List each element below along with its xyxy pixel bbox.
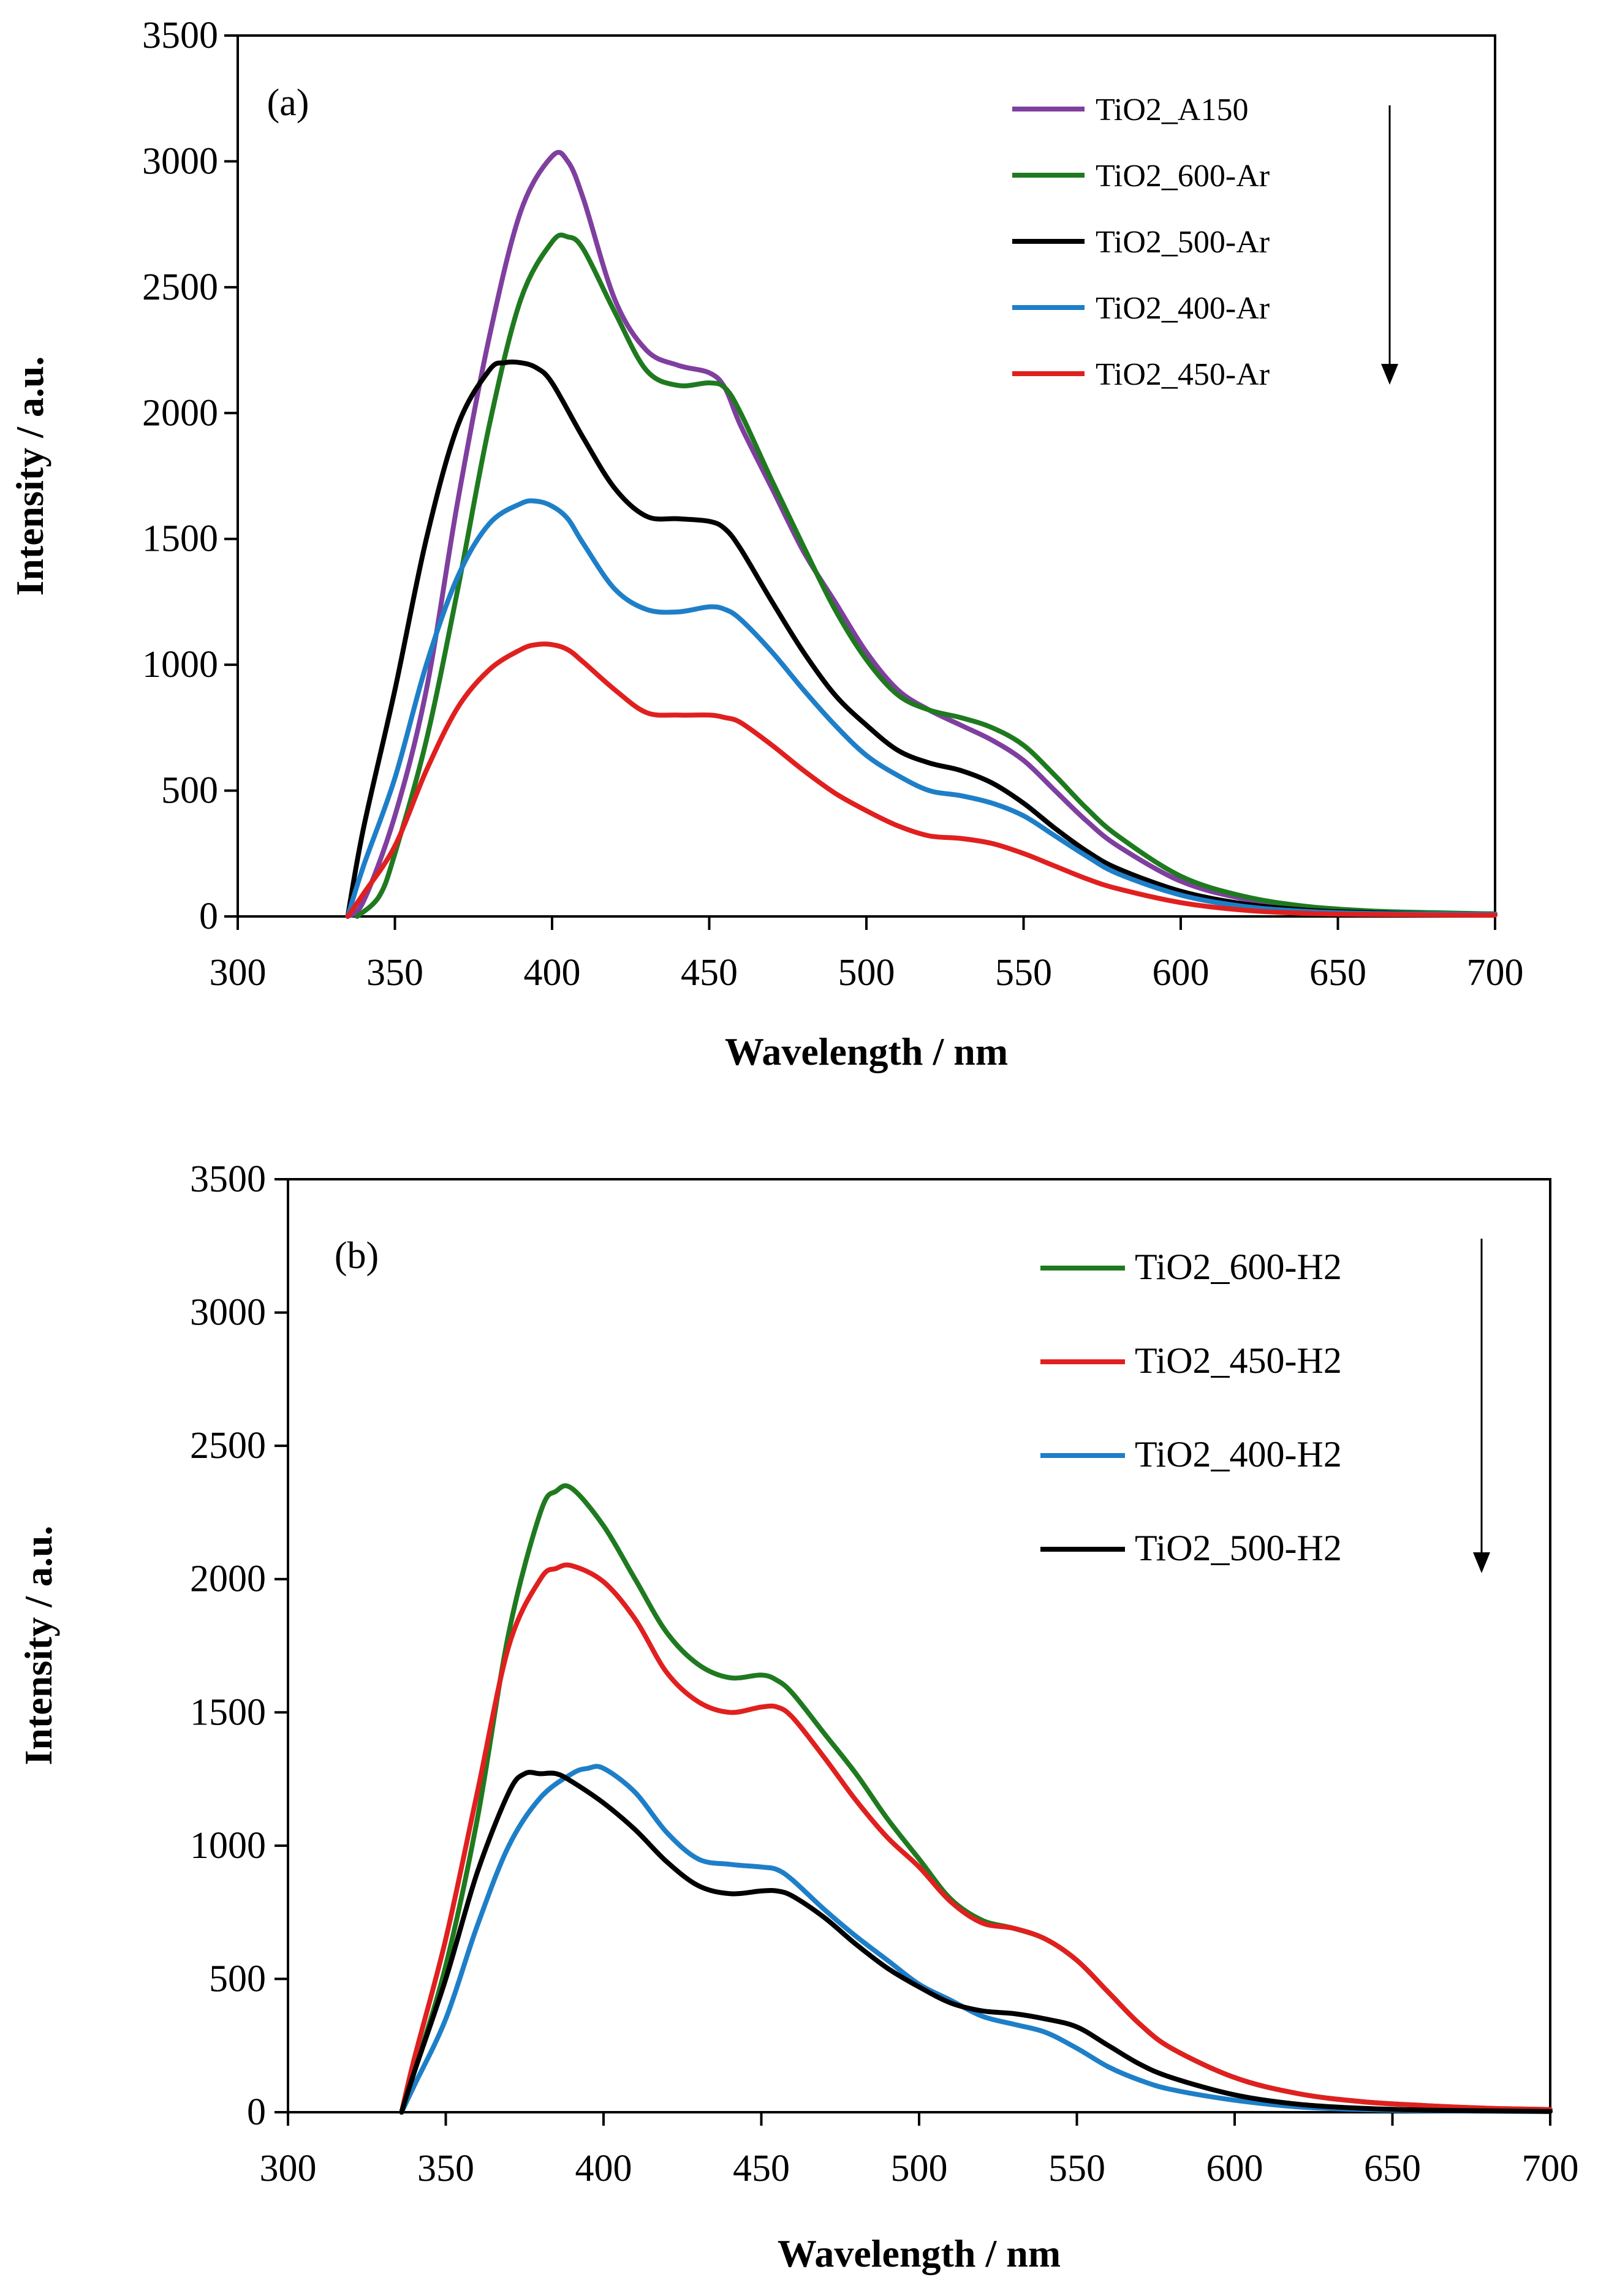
y-tick-label: 3000 <box>142 140 218 182</box>
series-line-tio2-500-ar <box>345 359 1498 919</box>
y-tick-label: 0 <box>247 2091 266 2133</box>
arrow-down-icon <box>1473 1552 1490 1573</box>
series-line-tio2-400-h2 <box>399 1764 1553 2115</box>
series-line-tio2-400-ar <box>345 498 1498 919</box>
y-tick-label: 3000 <box>190 1292 266 1334</box>
plot-frame <box>237 34 1496 918</box>
legend-label: TiO2_600-H2 <box>1135 1247 1342 1287</box>
chart-panel-a: 300 350 400 450 500 550 600 650 700 0 500 1000 1500 2… <box>8 15 1524 1073</box>
series-line-tio2-a150 <box>345 149 1498 919</box>
x-tick-label: 400 <box>524 952 581 994</box>
panel-label: (a) <box>267 82 309 124</box>
series-line-tio2-600-h2 <box>399 1483 1553 2115</box>
x-tick-label: 350 <box>417 2148 474 2189</box>
x-axis-title: Wavelength / nm <box>725 1030 1008 1073</box>
series-line-tio2-450-ar <box>345 641 1498 919</box>
y-tick-label: 1000 <box>190 1825 266 1867</box>
y-tick-label: 500 <box>161 770 218 812</box>
y-tick-label: 1500 <box>142 518 218 560</box>
series-line-tio2-450-h2 <box>399 1562 1553 2115</box>
x-tick-label: 600 <box>1153 952 1210 994</box>
y-tick-label: 2500 <box>190 1425 266 1467</box>
y-tick-label: 2500 <box>142 266 218 308</box>
legend-label: TiO2_400-H2 <box>1135 1434 1342 1475</box>
legend-label: TiO2_450-H2 <box>1135 1340 1342 1381</box>
y-tick-label: 1000 <box>142 644 218 685</box>
x-tick-label: 450 <box>733 2148 790 2189</box>
x-tick-label: 450 <box>681 952 738 994</box>
y-tick-label: 3500 <box>142 15 218 56</box>
x-tick-label: 700 <box>1522 2148 1579 2189</box>
y-tick-label: 0 <box>199 896 218 937</box>
y-tick-label: 500 <box>209 1958 266 2000</box>
x-tick-label: 500 <box>838 952 895 994</box>
plot-frame <box>287 1178 1551 2113</box>
y-tick-label: 3500 <box>190 1158 266 1200</box>
x-tick-label: 550 <box>995 952 1052 994</box>
x-tick-label: 500 <box>891 2148 948 2189</box>
x-tick-label: 300 <box>210 952 267 994</box>
panel-label: (b) <box>335 1235 379 1277</box>
legend-label: TiO2_400-Ar <box>1096 291 1270 326</box>
legend-label: TiO2_500-H2 <box>1135 1528 1342 1568</box>
x-tick-label: 300 <box>260 2148 317 2189</box>
chart-panel-b: 300 350 400 450 500 550 600 650 700 0 500 1000 1500 2… <box>17 1158 1579 2275</box>
arrow-down-icon <box>1381 364 1398 385</box>
y-tick-label: 1500 <box>190 1691 266 1733</box>
y-tick-label: 2000 <box>190 1558 266 1600</box>
x-tick-label: 700 <box>1467 952 1524 994</box>
y-axis-title: Intensity / a.u. <box>17 1525 60 1765</box>
x-tick-label: 400 <box>575 2148 632 2189</box>
y-tick-label: 2000 <box>142 392 218 434</box>
legend-label: TiO2_500-Ar <box>1096 225 1270 260</box>
legend-label: TiO2_600-Ar <box>1096 159 1270 194</box>
series-line-tio2-500-h2 <box>399 1770 1553 2115</box>
y-axis-title: Intensity / a.u. <box>8 356 51 595</box>
x-axis-title: Wavelength / nm <box>778 2232 1061 2275</box>
x-tick-label: 650 <box>1364 2148 1421 2189</box>
x-tick-label: 550 <box>1048 2148 1105 2189</box>
x-tick-label: 650 <box>1309 952 1366 994</box>
series-line-tio2-600-ar <box>354 232 1498 919</box>
x-tick-label: 350 <box>366 952 423 994</box>
x-tick-label: 600 <box>1206 2148 1263 2189</box>
legend-label: TiO2_450-Ar <box>1096 357 1270 392</box>
legend-label: TiO2_A150 <box>1096 93 1249 127</box>
